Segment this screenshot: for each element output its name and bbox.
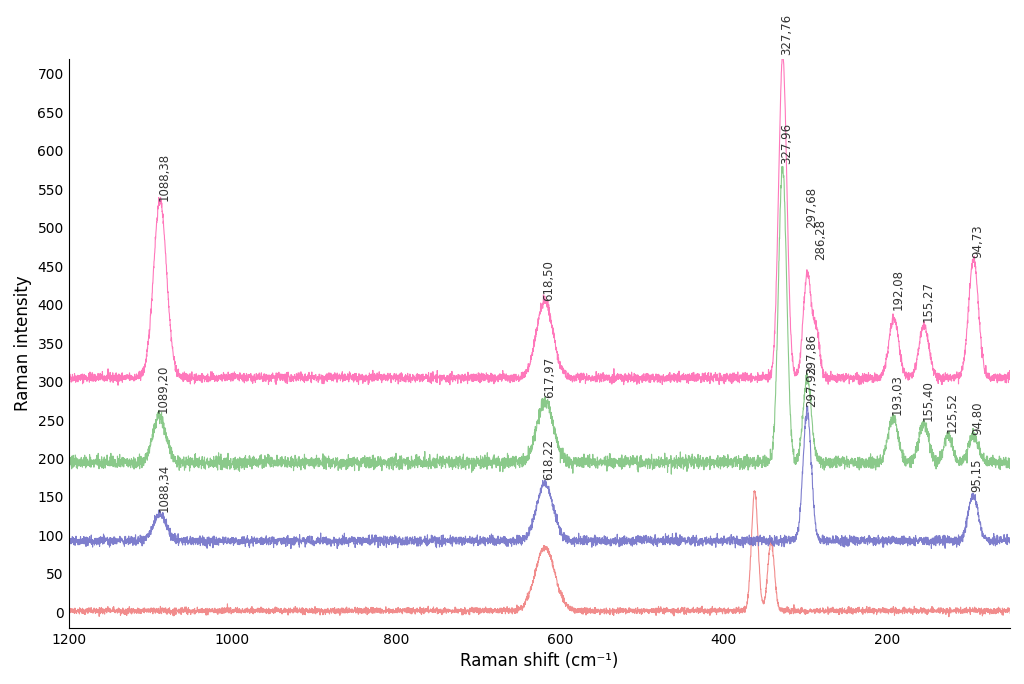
Text: 286,28: 286,28 (814, 219, 827, 260)
Text: 1089,20: 1089,20 (157, 365, 170, 413)
Y-axis label: Raman intensity: Raman intensity (14, 276, 32, 411)
Text: 1088,34: 1088,34 (158, 463, 171, 512)
X-axis label: Raman shift (cm⁻¹): Raman shift (cm⁻¹) (460, 652, 618, 670)
Text: 327,96: 327,96 (780, 123, 794, 164)
Text: 95,15: 95,15 (971, 459, 984, 492)
Text: 192,08: 192,08 (891, 269, 904, 310)
Text: 297,86: 297,86 (805, 334, 818, 375)
Text: 297,93: 297,93 (805, 366, 818, 407)
Text: 1088,38: 1088,38 (158, 153, 171, 201)
Text: 297,68: 297,68 (805, 187, 818, 228)
Text: 94,73: 94,73 (971, 224, 984, 258)
Text: 193,03: 193,03 (891, 373, 903, 415)
Text: 327,76: 327,76 (780, 14, 794, 55)
Text: 618,50: 618,50 (543, 260, 555, 301)
Text: 155,27: 155,27 (922, 280, 935, 321)
Text: 94,80: 94,80 (971, 402, 984, 436)
Text: 617,97: 617,97 (543, 356, 556, 397)
Text: 155,40: 155,40 (922, 380, 934, 421)
Text: 618,22: 618,22 (543, 439, 555, 480)
Text: 125,52: 125,52 (946, 392, 958, 433)
